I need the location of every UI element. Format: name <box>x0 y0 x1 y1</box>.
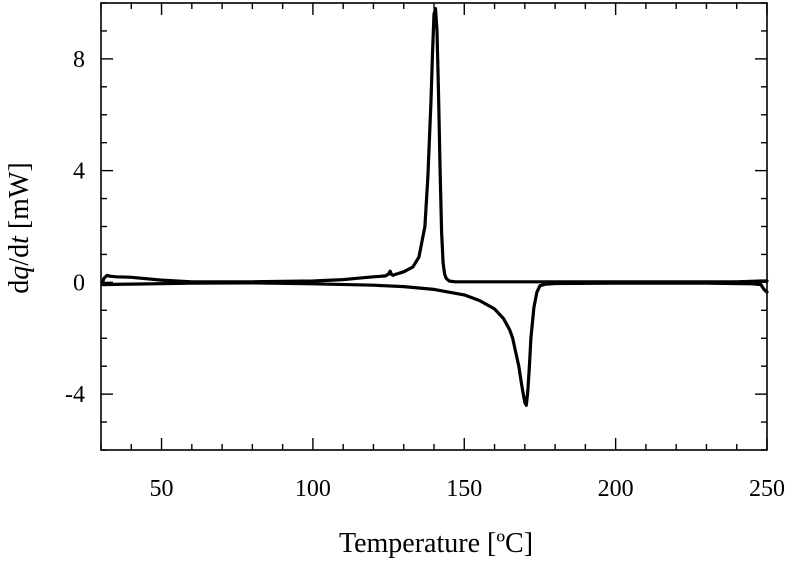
series-line-1 <box>100 7 769 284</box>
plot-area: 50 100 150 200 250 -4 0 4 8 <box>65 2 785 502</box>
y-axis-label-part: [mW] <box>4 162 35 236</box>
y-tick-label: 0 <box>73 270 85 296</box>
y-axis-label-part: t <box>4 235 35 244</box>
x-tick-label: 100 <box>295 476 331 502</box>
x-tick-label: 200 <box>598 476 634 502</box>
x-tick-label: 50 <box>150 476 174 502</box>
y-axis-label: dq/dt [mW] <box>4 162 35 293</box>
x-tick-label: 250 <box>749 476 785 502</box>
plot-frame <box>100 2 768 451</box>
x-axis-label: Temperature [ºC] <box>339 528 533 559</box>
y-axis-label-part: q <box>4 266 35 280</box>
y-tick-label: 4 <box>73 159 85 185</box>
x-tick-label: 150 <box>446 476 482 502</box>
y-tick-label: 8 <box>73 47 85 73</box>
curves <box>100 7 769 407</box>
series-line-2 <box>100 281 769 407</box>
y-axis-label-part: /d <box>4 244 35 266</box>
y-axis-label-part: d <box>4 280 35 294</box>
tick-labels: 50 100 150 200 250 -4 0 4 8 <box>65 47 785 502</box>
y-tick-label: -4 <box>65 382 85 408</box>
axis-ticks <box>100 2 768 451</box>
